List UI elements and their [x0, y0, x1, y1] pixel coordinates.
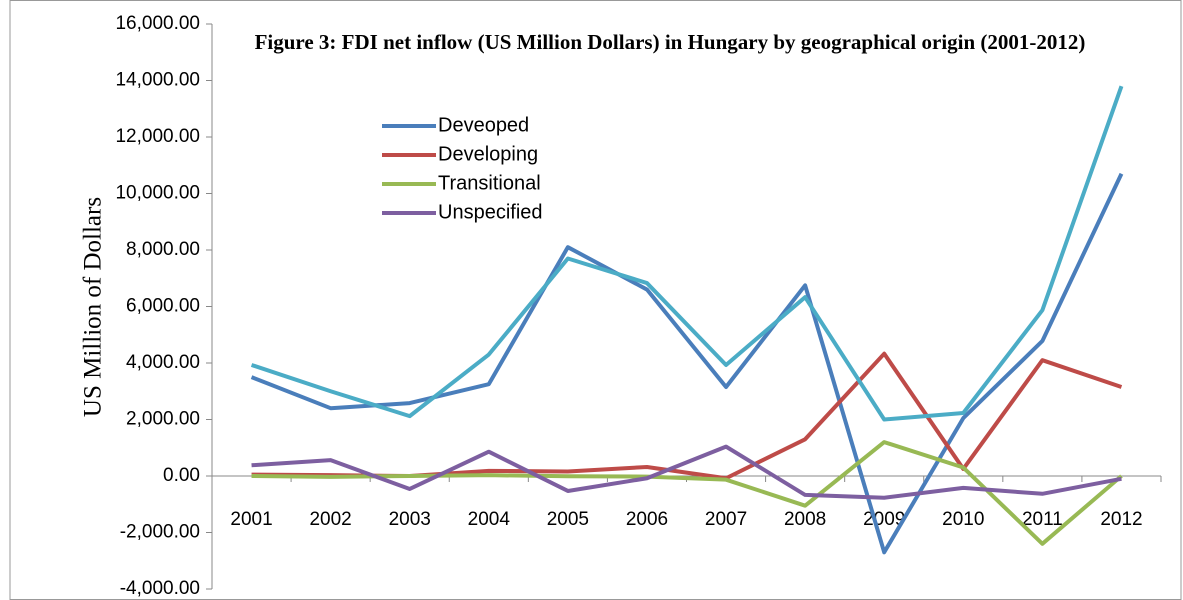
- legend-label: Transitional: [438, 172, 541, 194]
- x-tick-label: 2008: [784, 509, 826, 530]
- y-tick-label: 2,000.00: [126, 409, 200, 430]
- series-line: [251, 440, 1123, 546]
- y-tick-label: 10,000.00: [115, 183, 200, 204]
- y-axis-title: US Million of Dollars: [80, 197, 107, 417]
- chart-title: Figure 3: FDI net inflow (US Million Dol…: [254, 30, 1086, 54]
- x-tick-label: 2002: [309, 509, 351, 530]
- y-tick-label: 0.00: [163, 465, 200, 486]
- x-tick-label: 2004: [468, 509, 511, 530]
- x-tick-label: 2007: [705, 509, 747, 530]
- y-tick-label: 16,000.00: [115, 13, 200, 34]
- series-line: [250, 172, 1124, 555]
- x-tick-label: 2006: [626, 509, 668, 530]
- x-tick-label: 2003: [389, 509, 431, 530]
- series-line: [250, 85, 1124, 422]
- x-tick-label: 2012: [1100, 509, 1142, 530]
- x-tick-label: 2011: [1022, 509, 1063, 530]
- x-tick-label: 2005: [547, 509, 589, 530]
- y-tick-label: 12,000.00: [115, 126, 200, 147]
- y-tick-label: 4,000.00: [126, 352, 200, 373]
- series-line: [251, 444, 1122, 500]
- x-tick-label: 2010: [942, 509, 984, 530]
- y-tick-label: -2,000.00: [120, 522, 200, 543]
- legend-label: Unspecified: [438, 201, 543, 223]
- y-tick-label: 6,000.00: [126, 296, 200, 317]
- series-line: [251, 351, 1123, 481]
- legend-label: Deveoped: [438, 114, 529, 136]
- y-tick-label: 8,000.00: [126, 239, 200, 260]
- legend-label: Developing: [438, 143, 538, 165]
- y-tick-label: -4,000.00: [120, 578, 200, 599]
- x-tick-label: 2001: [230, 509, 272, 530]
- y-tick-label: 14,000.00: [115, 70, 200, 91]
